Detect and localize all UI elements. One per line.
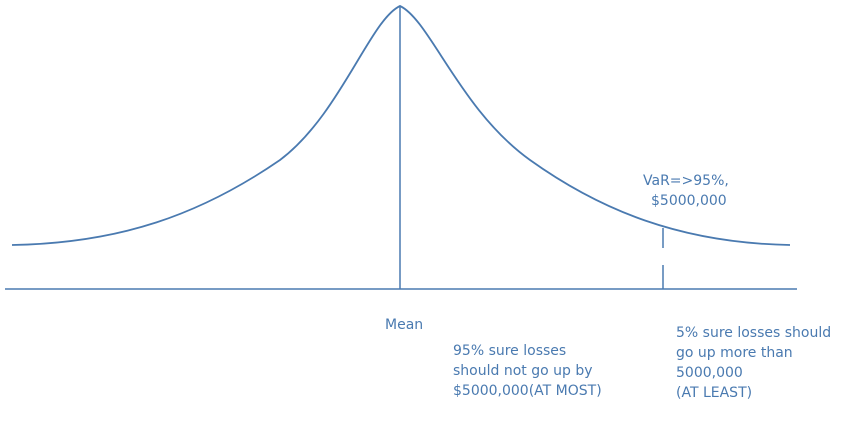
right-region-line4: (AT LEAST) bbox=[676, 385, 753, 401]
var-label-line1: VaR=>95%, bbox=[643, 173, 729, 189]
right-region-line2: go up more than bbox=[676, 345, 793, 361]
left-region-line1: 95% sure losses bbox=[453, 343, 567, 359]
var-label-line2: $5000,000 bbox=[651, 193, 727, 209]
left-region-line3: $5000,000(AT MOST) bbox=[453, 383, 602, 399]
right-region-line1: 5% sure losses should bbox=[676, 325, 832, 341]
right-region-line3: 5000,000 bbox=[676, 365, 743, 381]
left-region-line2: should not go up by bbox=[453, 363, 593, 379]
mean-label: Mean bbox=[385, 317, 424, 333]
